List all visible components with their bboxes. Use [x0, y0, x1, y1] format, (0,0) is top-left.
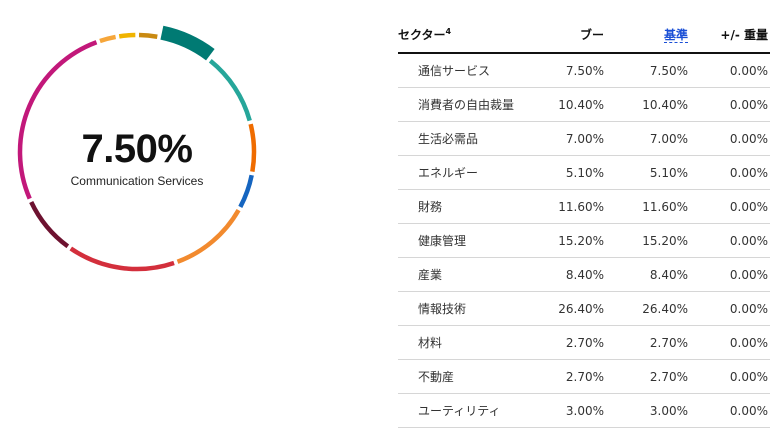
header-sector-footnote: 4 — [445, 26, 452, 36]
donut-segment[interactable] — [17, 40, 98, 200]
benchmark-weight: 15.20% — [606, 223, 690, 258]
donut-segment[interactable] — [208, 59, 252, 122]
table-row: 健康管理 15.20% 15.20% 0.00% — [398, 223, 770, 258]
header-sector: セクター4 — [398, 18, 526, 54]
donut-segment[interactable] — [176, 209, 241, 264]
fund-weight: 15.20% — [526, 223, 606, 258]
donut-center-value: 7.50% — [81, 127, 193, 171]
sector-name: 情報技術 — [398, 291, 526, 326]
weight-diff: 0.00% — [690, 393, 770, 428]
weight-diff: 0.00% — [690, 189, 770, 224]
table-row: 情報技術 26.40% 26.40% 0.00% — [398, 291, 770, 326]
weight-diff: 0.00% — [690, 53, 770, 88]
sector-weights-table: セクター4 ブー 基準 +/- 重量 通信サービス 7.50% 7.50% 0.00%… — [398, 18, 770, 428]
fund-weight: 2.70% — [526, 359, 606, 394]
sector-name: 健康管理 — [398, 223, 526, 258]
table-row: 通信サービス 7.50% 7.50% 0.00% — [398, 53, 770, 88]
table-row: 産業 8.40% 8.40% 0.00% — [398, 257, 770, 292]
donut-segment[interactable] — [118, 32, 136, 39]
benchmark-weight: 3.00% — [606, 393, 690, 428]
fund-weight: 5.10% — [526, 155, 606, 190]
header-benchmark: 基準 — [606, 18, 690, 54]
benchmark-weight: 7.50% — [606, 53, 690, 88]
table-row: ユーティリティ 3.00% 3.00% 0.00% — [398, 393, 770, 428]
donut-segment[interactable] — [138, 32, 158, 39]
table-row: 消費者の自由裁量 10.40% 10.40% 0.00% — [398, 87, 770, 122]
benchmark-weight: 26.40% — [606, 291, 690, 326]
weight-diff: 0.00% — [690, 359, 770, 394]
header-diff: +/- 重量 — [690, 18, 770, 54]
fund-weight: 11.60% — [526, 189, 606, 224]
table-row: エネルギー 5.10% 5.10% 0.00% — [398, 155, 770, 190]
benchmark-weight: 2.70% — [606, 359, 690, 394]
donut-segment[interactable] — [248, 123, 257, 172]
benchmark-weight: 10.40% — [606, 87, 690, 122]
donut-center: 7.50% Communication Services — [17, 127, 257, 188]
benchmark-weight: 2.70% — [606, 325, 690, 360]
sector-donut-chart: 7.50% Communication Services — [0, 0, 280, 300]
donut-segment[interactable] — [160, 25, 215, 61]
sector-name: 消費者の自由裁量 — [398, 87, 526, 122]
fund-weight: 3.00% — [526, 393, 606, 428]
weight-diff: 0.00% — [690, 121, 770, 156]
fund-weight: 7.00% — [526, 121, 606, 156]
benchmark-weight: 8.40% — [606, 257, 690, 292]
sector-name: ユーティリティ — [398, 393, 526, 428]
benchmark-weight: 11.60% — [606, 189, 690, 224]
table-row: 生活必需品 7.00% 7.00% 0.00% — [398, 121, 770, 156]
donut-segment[interactable] — [238, 174, 254, 208]
donut-segment[interactable] — [69, 246, 175, 272]
weight-diff: 0.00% — [690, 155, 770, 190]
fund-weight: 10.40% — [526, 87, 606, 122]
weight-diff: 0.00% — [690, 325, 770, 360]
weight-diff: 0.00% — [690, 257, 770, 292]
table-row: 材料 2.70% 2.70% 0.00% — [398, 325, 770, 360]
table-header-row: セクター4 ブー 基準 +/- 重量 — [398, 18, 770, 54]
header-fund: ブー — [526, 18, 606, 54]
table-row: 不動産 2.70% 2.70% 0.00% — [398, 359, 770, 394]
fund-weight: 2.70% — [526, 325, 606, 360]
donut-svg — [17, 25, 257, 272]
benchmark-weight: 7.00% — [606, 121, 690, 156]
benchmark-link[interactable]: 基準 — [663, 27, 688, 43]
weight-diff: 0.00% — [690, 291, 770, 326]
table-row: 財務 11.60% 11.60% 0.00% — [398, 189, 770, 224]
sector-name: 材料 — [398, 325, 526, 360]
sector-name: 不動産 — [398, 359, 526, 394]
sector-name: 生活必需品 — [398, 121, 526, 156]
fund-weight: 7.50% — [526, 53, 606, 88]
donut-segment[interactable] — [99, 34, 117, 44]
sector-table-container: セクター4 ブー 基準 +/- 重量 通信サービス 7.50% 7.50% 0.00%… — [398, 18, 770, 428]
fund-weight: 8.40% — [526, 257, 606, 292]
benchmark-weight: 5.10% — [606, 155, 690, 190]
fund-weight: 26.40% — [526, 291, 606, 326]
sector-name: 産業 — [398, 257, 526, 292]
header-sector-label: セクター — [398, 27, 446, 42]
sector-name: エネルギー — [398, 155, 526, 190]
donut-segment[interactable] — [29, 201, 70, 249]
weight-diff: 0.00% — [690, 87, 770, 122]
sector-name: 財務 — [398, 189, 526, 224]
weight-diff: 0.00% — [690, 223, 770, 258]
sector-name: 通信サービス — [398, 53, 526, 88]
donut-center-label: Communication Services — [70, 174, 204, 188]
table-body: 通信サービス 7.50% 7.50% 0.00% 消費者の自由裁量 10.40% 10.40… — [398, 53, 770, 428]
